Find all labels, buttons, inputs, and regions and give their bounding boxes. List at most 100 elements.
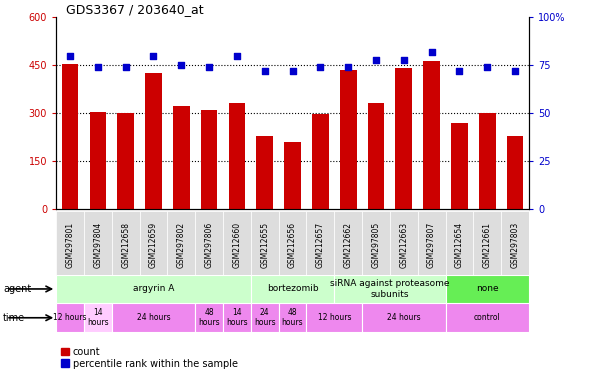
- Bar: [61, 64, 79, 209]
- Text: GSM212655: GSM212655: [260, 222, 269, 268]
- Bar: [173, 106, 190, 209]
- Bar: [278, 211, 307, 278]
- Bar: [335, 275, 446, 303]
- Bar: [368, 103, 384, 209]
- Text: time: time: [3, 313, 25, 323]
- Bar: [84, 211, 112, 278]
- Text: GSM297805: GSM297805: [372, 222, 381, 268]
- Text: GSM297801: GSM297801: [66, 222, 74, 268]
- Bar: [118, 113, 134, 209]
- Text: GSM212661: GSM212661: [483, 222, 492, 268]
- Bar: [307, 303, 362, 332]
- Text: GSM212656: GSM212656: [288, 222, 297, 268]
- Text: GSM297807: GSM297807: [427, 222, 436, 268]
- Bar: [362, 211, 390, 278]
- Text: bortezomib: bortezomib: [267, 285, 319, 293]
- Bar: [56, 303, 84, 332]
- Bar: [201, 110, 217, 209]
- Point: [482, 64, 492, 70]
- Bar: [251, 303, 278, 332]
- Bar: [195, 211, 223, 278]
- Text: 48
hours: 48 hours: [199, 308, 220, 328]
- Point: [371, 56, 381, 63]
- Text: 14
hours: 14 hours: [87, 308, 109, 328]
- Text: 48
hours: 48 hours: [282, 308, 303, 328]
- Bar: [251, 275, 335, 303]
- Point: [260, 68, 269, 74]
- Bar: [340, 70, 356, 209]
- Bar: [362, 303, 446, 332]
- Point: [427, 49, 436, 55]
- Text: 24 hours: 24 hours: [137, 313, 170, 322]
- Bar: [451, 123, 467, 209]
- Bar: [112, 211, 139, 278]
- Bar: [145, 73, 162, 209]
- Point: [204, 64, 214, 70]
- Bar: [390, 211, 418, 278]
- Text: siRNA against proteasome
subunits: siRNA against proteasome subunits: [330, 279, 450, 299]
- Bar: [284, 142, 301, 209]
- Text: GDS3367 / 203640_at: GDS3367 / 203640_at: [66, 3, 203, 16]
- Bar: [506, 136, 524, 209]
- Text: GSM297804: GSM297804: [93, 222, 102, 268]
- Bar: [473, 211, 501, 278]
- Point: [316, 64, 325, 70]
- Legend: count, percentile rank within the sample: count, percentile rank within the sample: [61, 347, 238, 369]
- Bar: [84, 303, 112, 332]
- Text: agent: agent: [3, 284, 31, 294]
- Bar: [256, 136, 273, 209]
- Point: [121, 64, 131, 70]
- Text: GSM297806: GSM297806: [204, 222, 213, 268]
- Text: 12 hours: 12 hours: [53, 313, 87, 322]
- Text: 12 hours: 12 hours: [317, 313, 351, 322]
- Point: [149, 53, 158, 59]
- Bar: [112, 303, 195, 332]
- Bar: [479, 113, 496, 209]
- Text: GSM212663: GSM212663: [400, 222, 408, 268]
- Text: argyrin A: argyrin A: [133, 285, 174, 293]
- Bar: [395, 68, 412, 209]
- Bar: [278, 303, 307, 332]
- Point: [399, 56, 408, 63]
- Text: control: control: [474, 313, 501, 322]
- Point: [93, 64, 103, 70]
- Point: [343, 64, 353, 70]
- Text: 24 hours: 24 hours: [387, 313, 421, 322]
- Bar: [418, 211, 446, 278]
- Text: GSM212654: GSM212654: [455, 222, 464, 268]
- Bar: [446, 275, 529, 303]
- Bar: [56, 275, 251, 303]
- Bar: [446, 303, 529, 332]
- Text: GSM297803: GSM297803: [511, 222, 519, 268]
- Bar: [139, 211, 167, 278]
- Point: [177, 62, 186, 68]
- Text: GSM212662: GSM212662: [344, 222, 353, 268]
- Bar: [229, 103, 245, 209]
- Text: GSM212659: GSM212659: [149, 222, 158, 268]
- Text: GSM297802: GSM297802: [177, 222, 186, 268]
- Bar: [56, 211, 84, 278]
- Text: GSM212657: GSM212657: [316, 222, 325, 268]
- Point: [288, 68, 297, 74]
- Point: [510, 68, 519, 74]
- Text: GSM212658: GSM212658: [121, 222, 130, 268]
- Bar: [335, 211, 362, 278]
- Bar: [167, 211, 195, 278]
- Bar: [312, 114, 329, 209]
- Text: 14
hours: 14 hours: [226, 308, 248, 328]
- Point: [232, 53, 242, 59]
- Bar: [423, 61, 440, 209]
- Bar: [501, 211, 529, 278]
- Point: [66, 53, 75, 59]
- Point: [454, 68, 464, 74]
- Bar: [307, 211, 335, 278]
- Text: 24
hours: 24 hours: [254, 308, 275, 328]
- Bar: [195, 303, 223, 332]
- Text: none: none: [476, 285, 499, 293]
- Bar: [223, 303, 251, 332]
- Bar: [251, 211, 278, 278]
- Text: GSM212660: GSM212660: [232, 222, 241, 268]
- Bar: [89, 112, 106, 209]
- Bar: [446, 211, 473, 278]
- Bar: [223, 211, 251, 278]
